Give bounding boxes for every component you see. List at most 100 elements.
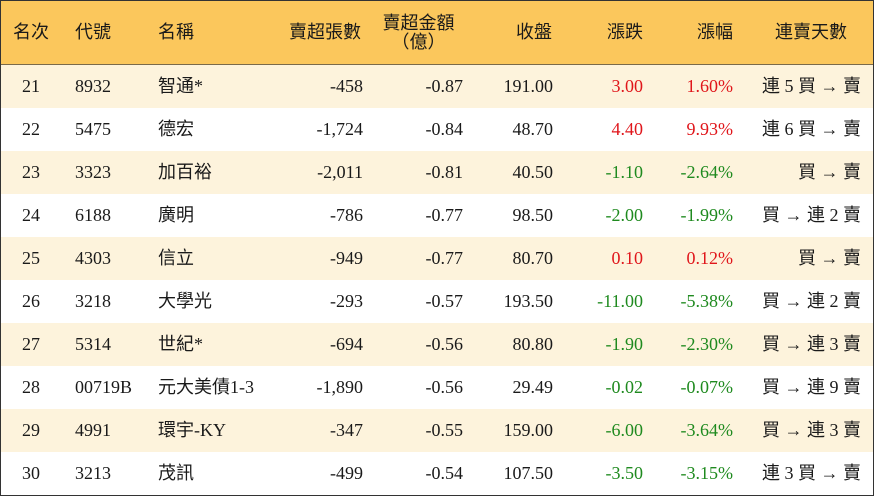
cell-close: 191.00 (503, 76, 554, 96)
cell-lots: -1,724 (316, 119, 364, 139)
cell-change: -0.02 (605, 377, 644, 397)
cell-amount: -0.56 (425, 334, 464, 354)
cell-amount: -0.84 (425, 119, 464, 139)
header-name-label: 名稱 (158, 22, 194, 42)
cell-name: 環宇-KY (158, 420, 226, 440)
header-change-pct: 漲幅 (651, 1, 733, 64)
table-row: 21 8932 智通* -458 -0.87 191.00 3.00 1.60% 連 5 買 →… (1, 65, 873, 108)
header-rank-label: 名次 (13, 22, 49, 42)
cell-lots: -499 (330, 463, 363, 483)
cell-close: 107.50 (503, 463, 554, 483)
cell-close: 80.70 (512, 248, 554, 268)
cell-pct: -0.07% (680, 377, 734, 397)
cell-pct: 0.12% (686, 248, 734, 268)
cell-change: -6.00 (605, 420, 644, 440)
cell-pct: -3.64% (680, 420, 734, 440)
cell-amount: -0.56 (425, 377, 464, 397)
cell-rank: 25 (22, 248, 40, 268)
cell-days: 買 → 賣 (798, 248, 861, 268)
cell-close: 48.70 (512, 119, 554, 139)
cell-change: -1.10 (605, 162, 644, 182)
header-change-pct-label: 漲幅 (697, 22, 733, 42)
header-close: 收盤 (471, 1, 552, 64)
cell-rank: 30 (22, 463, 40, 483)
table-row: 25 4303 信立 -949 -0.77 80.70 0.10 0.12% 買 → 賣 (1, 237, 873, 280)
cell-pct: 1.60% (686, 76, 734, 96)
table-row: 26 3218 大學光 -293 -0.57 193.50 -11.00 -5.38% 買 → … (1, 280, 873, 323)
cell-code: 4303 (75, 248, 111, 268)
cell-name: 世紀* (158, 334, 203, 354)
cell-close: 40.50 (512, 162, 554, 182)
table-row: 22 5475 德宏 -1,724 -0.84 48.70 4.40 9.93% 連 6 買 →… (1, 108, 873, 151)
header-change-label: 漲跌 (607, 22, 643, 42)
cell-amount: -0.55 (425, 420, 464, 440)
cell-code: 3323 (75, 162, 111, 182)
header-consecutive-days: 連賣天數 (741, 1, 847, 64)
cell-amount: -0.77 (425, 248, 464, 268)
cell-close: 159.00 (503, 420, 554, 440)
cell-rank: 23 (22, 162, 40, 182)
table-row: 24 6188 廣明 -786 -0.77 98.50 -2.00 -1.99% 買 → 連 2… (1, 194, 873, 237)
cell-name: 智通* (158, 76, 203, 96)
cell-name: 加百裕 (158, 162, 212, 182)
cell-name: 信立 (158, 248, 194, 268)
cell-days: 買 → 連 2 賣 (762, 291, 861, 311)
table-row: 30 3213 茂訊 -499 -0.54 107.50 -3.50 -3.15% 連 3 買 … (1, 452, 873, 495)
cell-change: 0.10 (611, 248, 644, 268)
cell-rank: 27 (22, 334, 40, 354)
cell-code: 5475 (75, 119, 111, 139)
cell-close: 98.50 (512, 205, 554, 225)
header-net-sell-lots-label: 賣超張數 (289, 22, 361, 42)
cell-amount: -0.54 (425, 463, 464, 483)
cell-close: 193.50 (503, 291, 554, 311)
cell-days: 買 → 連 2 賣 (762, 205, 861, 225)
cell-code: 5314 (75, 334, 111, 354)
cell-change: -2.00 (605, 205, 644, 225)
cell-lots: -949 (330, 248, 363, 268)
cell-code: 3218 (75, 291, 111, 311)
cell-days: 買 → 連 3 賣 (762, 420, 861, 440)
table-row: 29 4991 環宇-KY -347 -0.55 159.00 -6.00 -3.64% 買 →… (1, 409, 873, 452)
cell-change: -1.90 (605, 334, 644, 354)
cell-name: 元大美債1-3 (158, 377, 254, 397)
table-row: 23 3323 加百裕 -2,011 -0.81 40.50 -1.10 -2.64% 買 → … (1, 151, 873, 194)
cell-pct: -2.64% (680, 162, 734, 182)
cell-name: 茂訊 (158, 463, 194, 483)
cell-days: 買 → 賣 (798, 162, 861, 182)
cell-amount: -0.81 (425, 162, 464, 182)
cell-pct: -1.99% (680, 205, 734, 225)
cell-rank: 26 (22, 291, 40, 311)
cell-amount: -0.57 (425, 291, 464, 311)
cell-pct: -3.15% (680, 463, 734, 483)
header-consecutive-days-label: 連賣天數 (775, 22, 847, 42)
cell-days: 買 → 連 3 賣 (762, 334, 861, 354)
header-code-label: 代號 (75, 22, 111, 42)
header-change: 漲跌 (561, 1, 643, 64)
cell-lots: -694 (330, 334, 363, 354)
header-name: 名稱 (158, 1, 258, 64)
cell-code: 00719B (75, 377, 133, 397)
header-net-sell-lots: 賣超張數 (261, 1, 361, 64)
cell-pct: -5.38% (680, 291, 734, 311)
cell-rank: 24 (22, 205, 40, 225)
cell-close: 80.80 (512, 334, 554, 354)
cell-lots: -293 (330, 291, 363, 311)
cell-code: 6188 (75, 205, 111, 225)
cell-code: 4991 (75, 420, 111, 440)
cell-lots: -786 (330, 205, 363, 225)
cell-rank: 21 (22, 76, 40, 96)
table-row: 28 00719B 元大美債1-3 -1,890 -0.56 29.49 -0.02 -0.0… (1, 366, 873, 409)
cell-name: 德宏 (158, 119, 194, 139)
cell-days: 連 5 買 → 賣 (762, 76, 861, 96)
header-net-sell-amount-unit: （億） (391, 31, 446, 52)
header-net-sell-amount: 賣超金額 （億） (371, 1, 466, 64)
header-net-sell-amount-label: 賣超金額 (382, 12, 455, 33)
cell-change: -3.50 (605, 463, 644, 483)
cell-amount: -0.87 (425, 76, 464, 96)
cell-pct: 9.93% (686, 119, 734, 139)
cell-rank: 29 (22, 420, 40, 440)
cell-rank: 28 (22, 377, 40, 397)
cell-amount: -0.77 (425, 205, 464, 225)
cell-pct: -2.30% (680, 334, 734, 354)
header-code: 代號 (75, 1, 145, 64)
